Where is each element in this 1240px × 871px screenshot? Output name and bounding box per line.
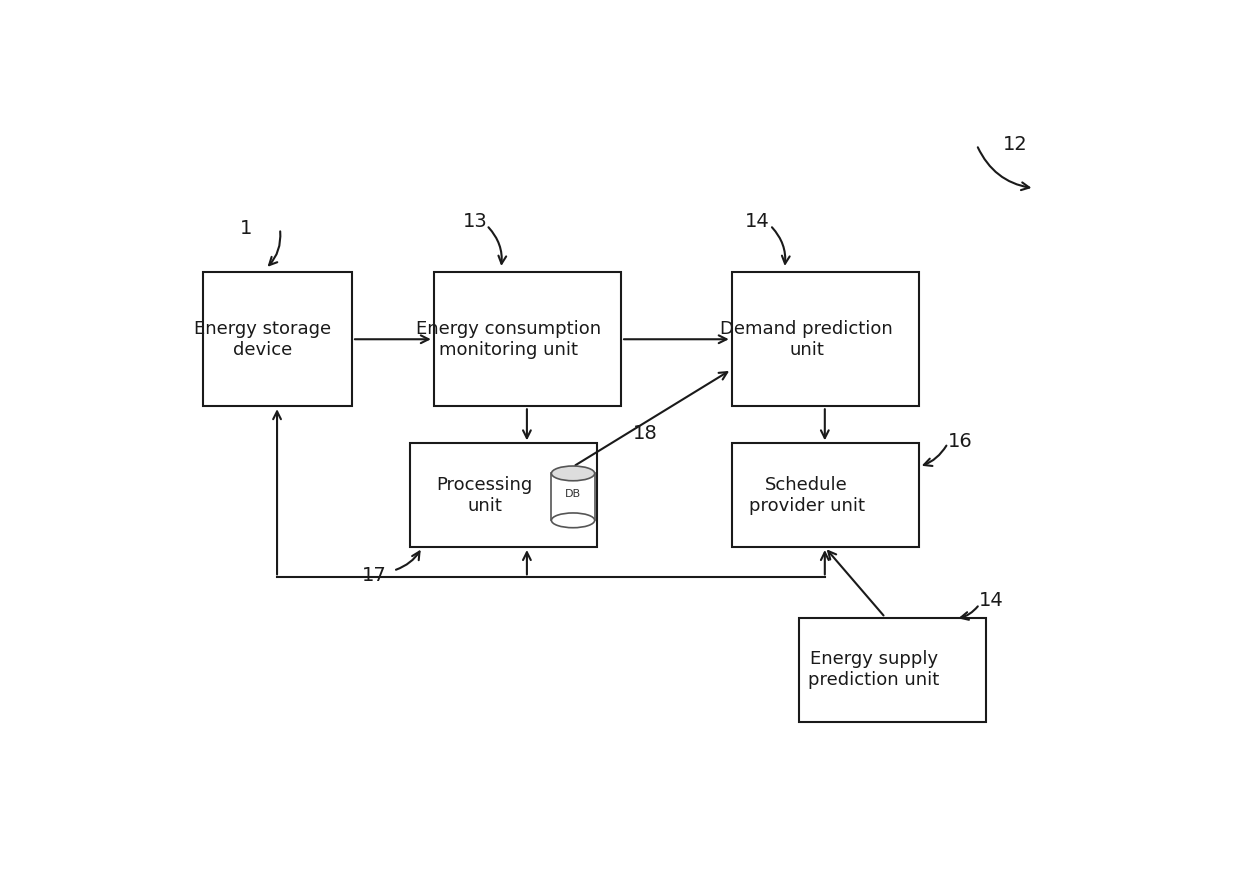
Text: 16: 16 — [947, 432, 972, 451]
FancyBboxPatch shape — [799, 618, 986, 721]
Text: Energy consumption
monitoring unit: Energy consumption monitoring unit — [417, 320, 601, 359]
Text: 14: 14 — [978, 591, 1003, 611]
Text: DB: DB — [565, 489, 582, 498]
Text: 14: 14 — [745, 213, 770, 232]
Text: 17: 17 — [362, 566, 387, 584]
Ellipse shape — [552, 513, 595, 528]
Text: Processing
unit: Processing unit — [436, 476, 533, 515]
Text: Energy storage
device: Energy storage device — [195, 320, 331, 359]
FancyBboxPatch shape — [552, 474, 595, 520]
FancyBboxPatch shape — [434, 273, 621, 406]
Text: Energy supply
prediction unit: Energy supply prediction unit — [808, 650, 940, 689]
FancyBboxPatch shape — [409, 443, 596, 547]
Ellipse shape — [552, 466, 595, 481]
Text: 18: 18 — [632, 423, 657, 442]
FancyBboxPatch shape — [732, 443, 919, 547]
Text: Schedule
provider unit: Schedule provider unit — [749, 476, 864, 515]
FancyBboxPatch shape — [203, 273, 352, 406]
Text: 13: 13 — [463, 213, 487, 232]
Text: 12: 12 — [1003, 135, 1028, 154]
Text: Demand prediction
unit: Demand prediction unit — [720, 320, 893, 359]
FancyBboxPatch shape — [732, 273, 919, 406]
Text: 1: 1 — [241, 219, 253, 238]
